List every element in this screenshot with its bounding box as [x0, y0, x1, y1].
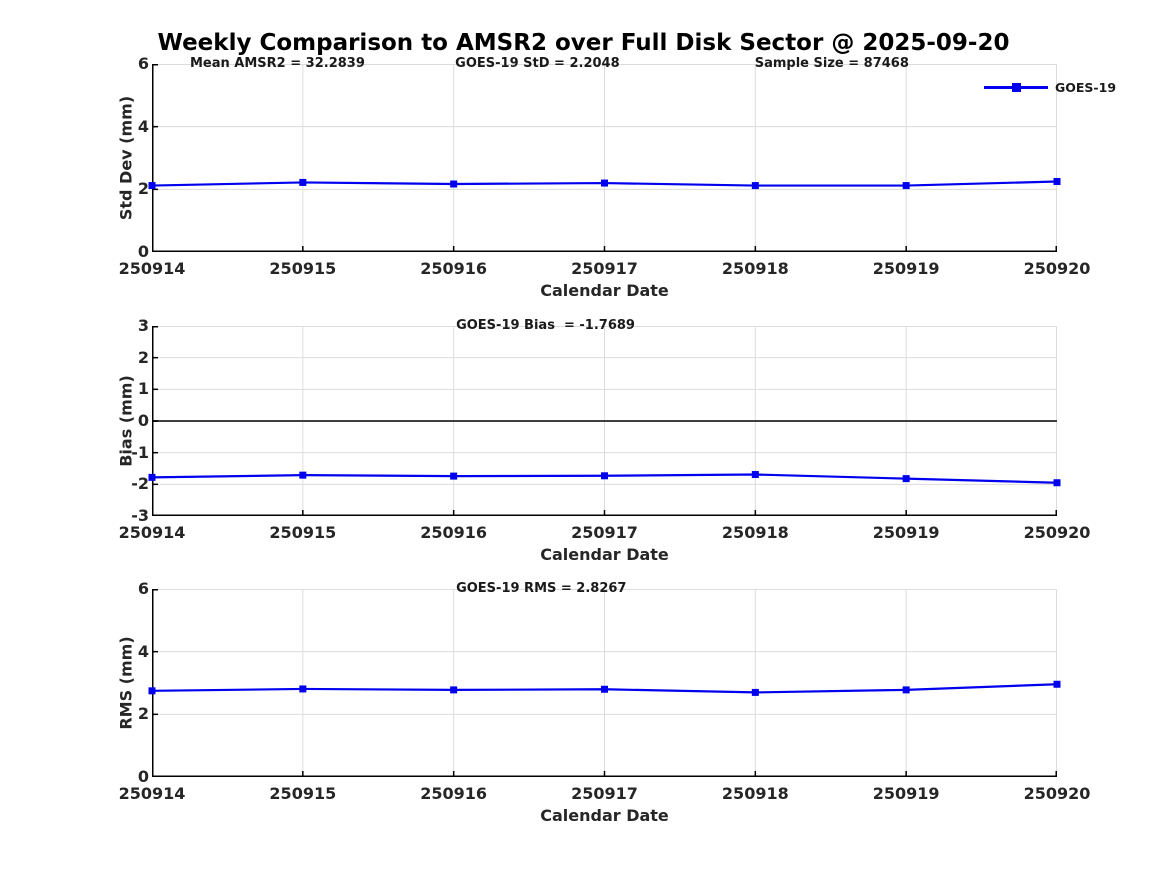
data-point-marker [450, 472, 458, 480]
x-tick-label: 250916 [420, 259, 488, 278]
x-tick-label: 250917 [571, 784, 638, 803]
x-tick-label: 250914 [118, 259, 186, 278]
data-point-marker [450, 686, 458, 694]
data-point-marker [601, 179, 608, 187]
x-tick-label: 250917 [571, 523, 638, 542]
y-tick-label: 4 [137, 116, 149, 136]
data-point-marker [601, 472, 608, 480]
x-tick-label: 250916 [420, 784, 488, 803]
x-tick-label: 250918 [721, 259, 789, 278]
x-tick-label: 250920 [1023, 259, 1091, 278]
data-point-marker [751, 688, 759, 696]
x-tick-label: 250916 [420, 523, 488, 542]
plot-area-rms [148, 589, 1061, 777]
x-tick-label: 250919 [872, 784, 940, 803]
x-tick-label: 250915 [269, 259, 337, 278]
x-tick-label: 250917 [571, 259, 638, 278]
annotation-text: Sample Size = 87468 [754, 56, 909, 71]
x-tick-label: 250915 [269, 523, 337, 542]
data-point-marker [148, 473, 156, 481]
legend-label: GOES-19 [1055, 79, 1117, 95]
plot-area-bias [148, 326, 1061, 516]
x-axis-label: Calendar Date [540, 281, 669, 300]
y-tick-label: 2 [137, 179, 149, 199]
y-tick-label: 0 [137, 767, 149, 786]
data-point-marker [450, 180, 458, 188]
y-axis-label-std-dev: Std Dev (mm) [116, 95, 136, 221]
y-tick-label: 1 [137, 379, 149, 399]
data-point-marker [148, 182, 156, 190]
x-tick-label: 250918 [721, 523, 789, 542]
panel-std-dev: 0 2 4 6 250914 250915 250916 250917 250918 250919… [119, 54, 1091, 300]
data-point-marker [751, 182, 759, 190]
data-point-marker [601, 685, 608, 693]
panel-bias: -3 -2 -1 0 1 2 3 250914 250915 250916 250917 250918… [119, 316, 1091, 564]
annotation-text: GOES-19 Bias = -1.7689 [456, 318, 635, 333]
y-tick-label: 3 [137, 316, 149, 335]
data-point-marker [1053, 178, 1061, 185]
x-axis-label: Calendar Date [540, 806, 669, 825]
annotation-text: Mean AMSR2 = 32.2839 [190, 56, 365, 71]
data-point-marker [902, 475, 910, 483]
y-tick-label: 0 [137, 242, 149, 261]
legend-square-marker-icon [1012, 82, 1021, 92]
chart-title: Weekly Comparison to AMSR2 over Full Dis… [157, 30, 1010, 56]
data-point-marker [299, 178, 307, 186]
x-tick-label: 250914 [118, 784, 186, 803]
legend-line-sample [984, 82, 1048, 92]
y-tick-label: 0 [137, 411, 149, 430]
data-point-marker [299, 685, 307, 693]
y-tick-label: 4 [137, 641, 149, 661]
data-point-marker [1053, 680, 1061, 688]
x-tick-label: 250914 [118, 523, 186, 542]
data-point-marker [902, 182, 910, 190]
x-tick-label: 250919 [872, 523, 940, 542]
y-tick-label: 6 [137, 579, 149, 598]
y-axis-label-rms: RMS (mm) [116, 636, 136, 730]
y-tick-label: -3 [131, 506, 149, 525]
data-point-marker [148, 687, 156, 695]
y-tick-label: -2 [131, 474, 149, 494]
annotation-text: GOES-19 StD = 2.2048 [455, 56, 620, 71]
x-tick-label: 250920 [1023, 523, 1091, 542]
x-tick-label: 250918 [721, 784, 789, 803]
y-axis-label-bias: Bias (mm) [116, 375, 136, 467]
annotation-text: GOES-19 RMS = 2.8267 [456, 581, 627, 596]
x-tick-label: 250915 [269, 784, 337, 803]
data-point-marker [299, 471, 307, 479]
y-tick-label: 6 [137, 54, 149, 73]
data-point-marker [902, 686, 910, 694]
y-tick-label: -1 [131, 442, 149, 462]
x-tick-label: 250920 [1023, 784, 1091, 803]
x-tick-label: 250919 [872, 259, 940, 278]
y-tick-label: 2 [137, 347, 149, 367]
x-axis-label: Calendar Date [540, 545, 669, 564]
plot-area-std-dev [148, 64, 1061, 252]
data-point-marker [1053, 479, 1061, 487]
data-point-marker [751, 471, 759, 479]
y-tick-label: 2 [137, 704, 149, 724]
panel-rms: 0 2 4 6 250914 250915 250916 250917 250918 250919… [119, 579, 1091, 825]
